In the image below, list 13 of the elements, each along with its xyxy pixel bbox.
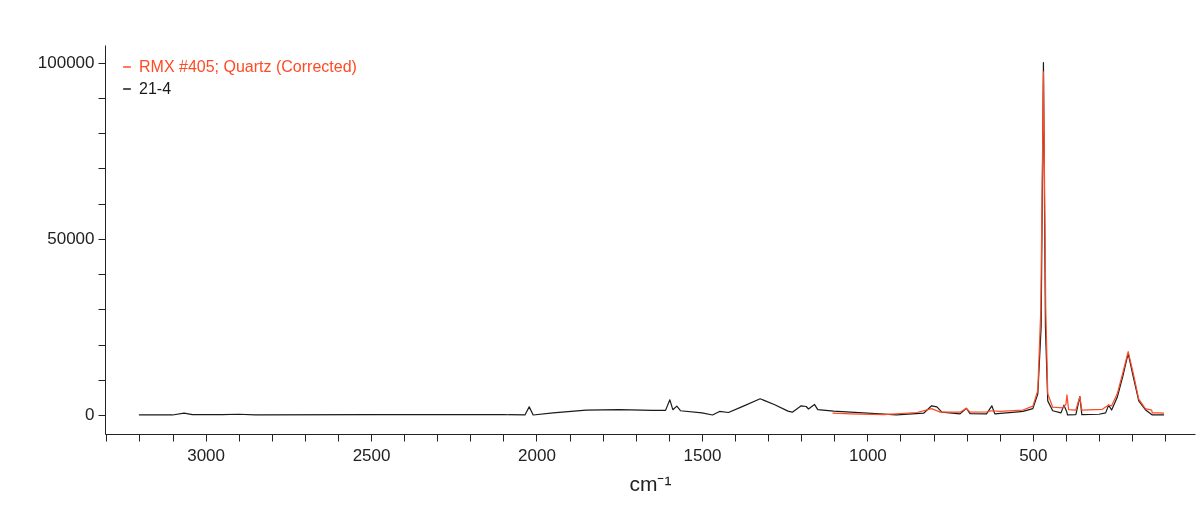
x-tick-label: 1500: [683, 445, 722, 465]
line-series: [832, 71, 1165, 416]
x-tick-label: 3000: [187, 445, 226, 465]
x-tick-label: 2500: [352, 445, 391, 465]
y-tick-label: 0: [85, 405, 95, 425]
y-tick-label: 100000: [37, 53, 95, 73]
x-axis-title: cm⁻¹: [629, 471, 672, 495]
legend-label: RMX #405; Quartz (Corrected): [139, 58, 357, 75]
x-tick-label: 500: [1019, 445, 1048, 465]
x-tick-label: 1000: [848, 445, 887, 465]
x-tick-label: 2000: [518, 445, 556, 465]
y-tick-label: 50000: [47, 229, 95, 249]
legend-label: 21-4: [139, 80, 172, 97]
